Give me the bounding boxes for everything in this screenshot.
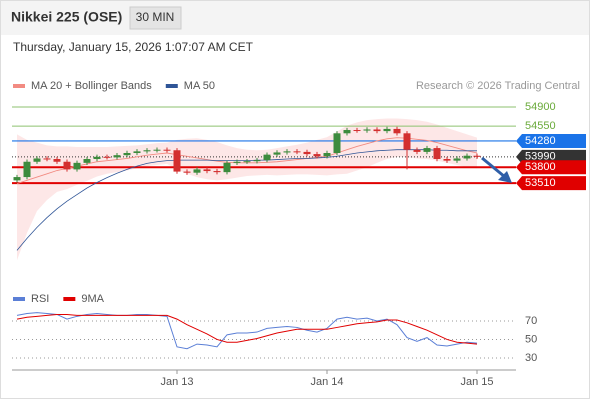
- candle-body: [143, 150, 151, 152]
- candle-body: [463, 155, 471, 159]
- candle-body: [123, 152, 131, 156]
- candle-body: [373, 129, 381, 132]
- candle-body: [203, 169, 211, 172]
- candle-body: [293, 151, 301, 153]
- forecast-arrow-head: [498, 171, 512, 183]
- candle-body: [443, 159, 451, 161]
- candle-body: [93, 156, 101, 160]
- candle-body: [133, 151, 141, 153]
- candle-body: [223, 162, 231, 173]
- x-tick-label: Jan 15: [460, 376, 493, 388]
- candle-body: [363, 129, 371, 131]
- candle-body: [103, 156, 111, 158]
- candle-body: [413, 149, 421, 152]
- candle-body: [323, 152, 331, 157]
- legend-swatch: [13, 297, 25, 301]
- legend-label: MA 20 + Bollinger Bands: [31, 80, 152, 92]
- candle-body: [313, 154, 321, 157]
- candle-body: [73, 162, 81, 170]
- x-tick-label: Jan 14: [310, 376, 343, 388]
- level-label: 54900: [525, 101, 556, 113]
- candle-body: [263, 154, 271, 161]
- header-bar: [1, 1, 589, 35]
- candle-body: [13, 177, 21, 181]
- candle-body: [253, 160, 261, 162]
- candle-body: [353, 130, 361, 132]
- candle-body: [243, 161, 251, 163]
- candle-body: [163, 149, 171, 151]
- credit: Research © 2026 Trading Central: [416, 80, 580, 92]
- candle-body: [213, 171, 221, 173]
- datetime: Thursday, January 15, 2026 1:07:07 AM CE…: [13, 40, 254, 54]
- level-tag: [516, 133, 586, 148]
- forecast-arrow: [481, 156, 506, 179]
- candle-body: [53, 159, 61, 162]
- candle-body: [423, 148, 431, 152]
- legend-swatch: [13, 84, 25, 88]
- candle-body: [273, 152, 281, 155]
- candle-body: [33, 158, 41, 162]
- legend-swatch: [165, 84, 178, 88]
- rsi-line: [16, 312, 478, 350]
- candle-body: [183, 171, 191, 173]
- legend-label: MA 50: [184, 80, 215, 92]
- candle-body: [433, 148, 441, 160]
- candle-body: [83, 159, 91, 163]
- candle-body: [333, 133, 341, 153]
- candle-body: [383, 128, 391, 132]
- candle-body: [233, 161, 241, 163]
- level-tag: [516, 160, 586, 175]
- candle-body: [453, 158, 461, 161]
- level-label: 53800: [525, 161, 556, 173]
- candle-body: [113, 155, 121, 158]
- legend-label: RSI: [31, 293, 49, 305]
- bollinger-band: [17, 118, 477, 261]
- level-label: 54550: [525, 120, 556, 132]
- level-label: 54280: [525, 135, 556, 147]
- x-tick-label: Jan 13: [160, 376, 193, 388]
- candle-body: [63, 161, 71, 170]
- y-tick-label: 70: [525, 315, 537, 327]
- candle-body: [283, 151, 291, 153]
- candle-body: [303, 151, 311, 155]
- legend-label: 9MA: [81, 293, 104, 305]
- interval-box: [129, 6, 182, 30]
- y-tick-label: 50: [525, 333, 537, 345]
- candle-body: [23, 161, 31, 178]
- candle-body: [343, 130, 351, 134]
- candle-body: [43, 158, 51, 160]
- level-label: 53990: [525, 151, 556, 163]
- candle-body: [403, 133, 411, 150]
- level-label: 53510: [525, 177, 556, 189]
- candle-body: [173, 150, 181, 172]
- title: Nikkei 225 (OSE): [11, 9, 122, 25]
- candle-body: [393, 128, 401, 134]
- level-tag: [516, 176, 586, 191]
- candle-body: [473, 155, 481, 157]
- candle-body: [153, 149, 161, 151]
- legend-swatch: [63, 297, 76, 301]
- y-tick-label: 30: [525, 352, 537, 364]
- candle-body: [193, 169, 201, 173]
- rsi-line: [16, 313, 478, 345]
- interval: 30 MIN: [136, 10, 175, 24]
